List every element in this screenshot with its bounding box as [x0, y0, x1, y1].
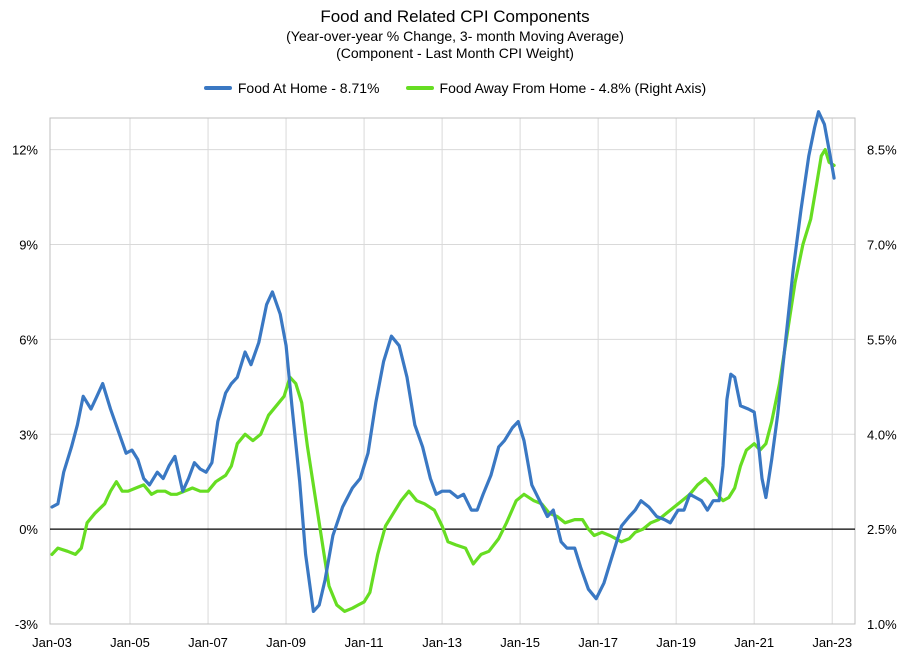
- y-left-tick-label: 12%: [12, 143, 38, 158]
- chart-title: Food and Related CPI Components: [320, 7, 590, 26]
- x-tick-label: Jan-09: [266, 635, 306, 650]
- y-left-tick-label: 0%: [19, 522, 38, 537]
- x-tick-label: Jan-07: [188, 635, 228, 650]
- legend-swatch-food-at-home: [203, 86, 232, 90]
- legend-label-food-away: Food Away From Home - 4.8% (Right Axis): [439, 80, 707, 96]
- y-left-tick-label: 3%: [19, 427, 38, 442]
- y-left-tick-label: 9%: [19, 238, 38, 253]
- chart-titles: Food and Related CPI Components (Year-ov…: [0, 6, 910, 62]
- x-tick-label: Jan-21: [734, 635, 774, 650]
- x-tick-label: Jan-23: [812, 635, 852, 650]
- x-tick-label: Jan-11: [345, 635, 384, 650]
- y-right-tick-label: 5.5%: [867, 332, 897, 347]
- y-left-tick-label: 6%: [19, 332, 38, 347]
- series-line-food-at-home: [50, 110, 836, 613]
- y-right-tick-label: 7.0%: [867, 238, 897, 253]
- plot-frame: [49, 117, 856, 625]
- y-left-tick-label: -3%: [15, 617, 39, 632]
- y-right-tick-label: 2.5%: [867, 522, 897, 537]
- x-tick-label: Jan-17: [578, 635, 618, 650]
- legend-swatch-food-away: [405, 86, 434, 90]
- y-right-tick-label: 8.5%: [867, 143, 897, 158]
- chart-subtitle-1: (Year-over-year % Change, 3- month Movin…: [286, 28, 624, 44]
- y-right-tick-label: 1.0%: [867, 617, 897, 632]
- x-tick-label: Jan-15: [500, 635, 540, 650]
- x-tick-label: Jan-13: [422, 635, 462, 650]
- x-tick-label: Jan-05: [110, 635, 150, 650]
- chart-subtitle-2: (Component - Last Month CPI Weight): [336, 45, 574, 61]
- legend-item-food-away: Food Away From Home - 4.8% (Right Axis): [405, 80, 707, 96]
- chart-legend: Food At Home - 8.71% Food Away From Home…: [0, 80, 910, 96]
- legend-label-food-at-home: Food At Home - 8.71%: [237, 80, 380, 96]
- y-right-tick-label: 4.0%: [867, 427, 897, 442]
- series-line-food-away-from-home: [50, 148, 836, 613]
- x-tick-label: Jan-03: [32, 635, 72, 650]
- legend-item-food-at-home: Food At Home - 8.71%: [203, 80, 380, 96]
- x-tick-label: Jan-19: [656, 635, 696, 650]
